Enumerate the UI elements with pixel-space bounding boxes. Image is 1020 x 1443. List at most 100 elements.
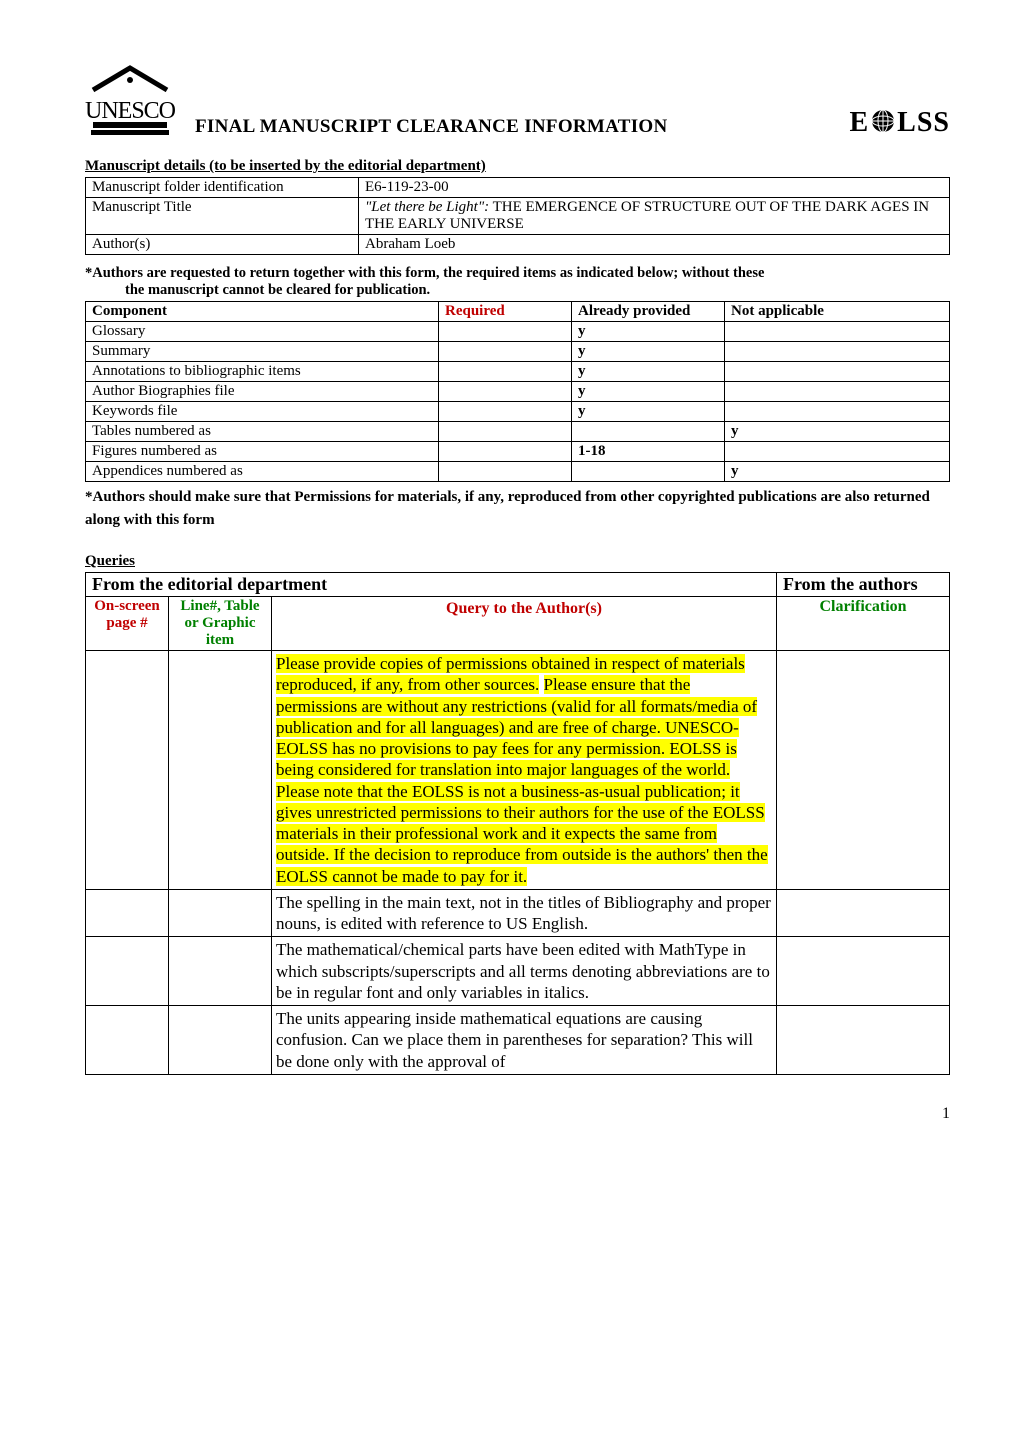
cell: [439, 342, 572, 362]
cell-clarification: [777, 651, 950, 890]
col-query-header: Query to the Author(s): [446, 600, 602, 617]
cell: y: [572, 362, 725, 382]
cell-query: The units appearing inside mathematical …: [272, 1006, 777, 1075]
table-row: Glossary y: [86, 322, 950, 342]
col-component: Component: [86, 302, 439, 322]
cell-clarification: [777, 1006, 950, 1075]
cell: Glossary: [86, 322, 439, 342]
unesco-logo-icon: UNESCO: [85, 60, 175, 140]
col-page-header: On-screen page #: [86, 597, 169, 651]
cell: y: [572, 402, 725, 422]
queries-heading: Queries: [85, 553, 950, 570]
table-row: Author Biographies file y: [86, 382, 950, 402]
svg-text:UNESCO: UNESCO: [85, 98, 175, 124]
cell: y: [572, 342, 725, 362]
table-row: The spelling in the main text, not in th…: [86, 889, 950, 937]
cell-query: Please provide copies of permissions obt…: [272, 651, 777, 890]
instructions: *Authors are requested to return togethe…: [85, 265, 950, 299]
cell: Figures numbered as: [86, 442, 439, 462]
cell: [439, 422, 572, 442]
cell-line: [169, 937, 272, 1006]
cell-clarification: [777, 889, 950, 937]
col-na: Not applicable: [725, 302, 950, 322]
cell-page: [86, 937, 169, 1006]
cell-line: [169, 889, 272, 937]
cell-line: [169, 1006, 272, 1075]
cell-page: [86, 1006, 169, 1075]
col-provided: Already provided: [572, 302, 725, 322]
eolss-prefix: E: [849, 107, 869, 139]
table-row: Figures numbered as 1-18: [86, 442, 950, 462]
cell-query: The mathematical/chemical parts have bee…: [272, 937, 777, 1006]
details-label: Manuscript folder identification: [86, 178, 359, 198]
details-value: Abraham Loeb: [359, 235, 950, 255]
cell: Keywords file: [86, 402, 439, 422]
components-table: Component Required Already provided Not …: [85, 301, 950, 482]
from-editorial-header: From the editorial department: [86, 573, 777, 597]
col-line-header: Line#, Table or Graphic item: [169, 597, 272, 651]
cell: [725, 402, 950, 422]
cell: [439, 382, 572, 402]
table-row: Keywords file y: [86, 402, 950, 422]
table-row: The mathematical/chemical parts have bee…: [86, 937, 950, 1006]
cell: [725, 342, 950, 362]
title-italic: "Let there be Light":: [365, 199, 489, 215]
page-title: FINAL MANUSCRIPT CLEARANCE INFORMATION: [195, 116, 668, 140]
cell-page: [86, 889, 169, 937]
cell: y: [725, 462, 950, 482]
details-label: Manuscript Title: [86, 198, 359, 235]
details-label: Author(s): [86, 235, 359, 255]
header: UNESCO FINAL MANUSCRIPT CLEARANCE INFORM…: [85, 60, 950, 140]
eolss-logo: E LSS: [849, 106, 950, 140]
details-heading: Manuscript details (to be inserted by th…: [85, 158, 950, 175]
table-row: The units appearing inside mathematical …: [86, 1006, 950, 1075]
cell: [439, 362, 572, 382]
cell: y: [572, 382, 725, 402]
table-row: Annotations to bibliographic items y: [86, 362, 950, 382]
cell-line: [169, 651, 272, 890]
eolss-suffix: LSS: [897, 107, 950, 139]
cell: Author Biographies file: [86, 382, 439, 402]
instructions-line2: the manuscript cannot be cleared for pub…: [125, 282, 950, 299]
table-row: Tables numbered asy: [86, 422, 950, 442]
globe-icon: [870, 108, 896, 142]
cell: [572, 422, 725, 442]
header-left: UNESCO FINAL MANUSCRIPT CLEARANCE INFORM…: [85, 60, 668, 140]
table-subheader-row: On-screen page # Line#, Table or Graphic…: [86, 597, 950, 651]
table-row: Manuscript Title "Let there be Light": T…: [86, 198, 950, 235]
cell: y: [572, 322, 725, 342]
table-row: Summary y: [86, 342, 950, 362]
cell: y: [725, 422, 950, 442]
table-row: Please provide copies of permissions obt…: [86, 651, 950, 890]
cell: [439, 322, 572, 342]
cell: Appendices numbered as: [86, 462, 439, 482]
cell: [725, 322, 950, 342]
cell-clarification: [777, 937, 950, 1006]
cell: [572, 462, 725, 482]
table-header-row: Component Required Already provided Not …: [86, 302, 950, 322]
instructions-line1: *Authors are requested to return togethe…: [85, 265, 764, 281]
cell-query: The spelling in the main text, not in th…: [272, 889, 777, 937]
details-value: E6-119-23-00: [359, 178, 950, 198]
cell: 1-18: [572, 442, 725, 462]
cell: [439, 442, 572, 462]
page-number: 1: [85, 1105, 950, 1123]
queries-table: From the editorial department From the a…: [85, 572, 950, 1075]
table-row: Author(s) Abraham Loeb: [86, 235, 950, 255]
cell-page: [86, 651, 169, 890]
cell: [725, 362, 950, 382]
col-required: Required: [439, 302, 572, 322]
table-header-row: From the editorial department From the a…: [86, 573, 950, 597]
details-table: Manuscript folder identification E6-119-…: [85, 177, 950, 255]
details-value: "Let there be Light": THE EMERGENCE OF S…: [359, 198, 950, 235]
table-row: Appendices numbered as y: [86, 462, 950, 482]
cell: [439, 462, 572, 482]
permissions-note: *Authors should make sure that Permissio…: [85, 486, 950, 531]
table-row: Manuscript folder identification E6-119-…: [86, 178, 950, 198]
cell: [439, 402, 572, 422]
col-clarification-header: Clarification: [777, 597, 950, 651]
from-authors-header: From the authors: [777, 573, 950, 597]
cell: Summary: [86, 342, 439, 362]
cell: [725, 382, 950, 402]
cell: Annotations to bibliographic items: [86, 362, 439, 382]
